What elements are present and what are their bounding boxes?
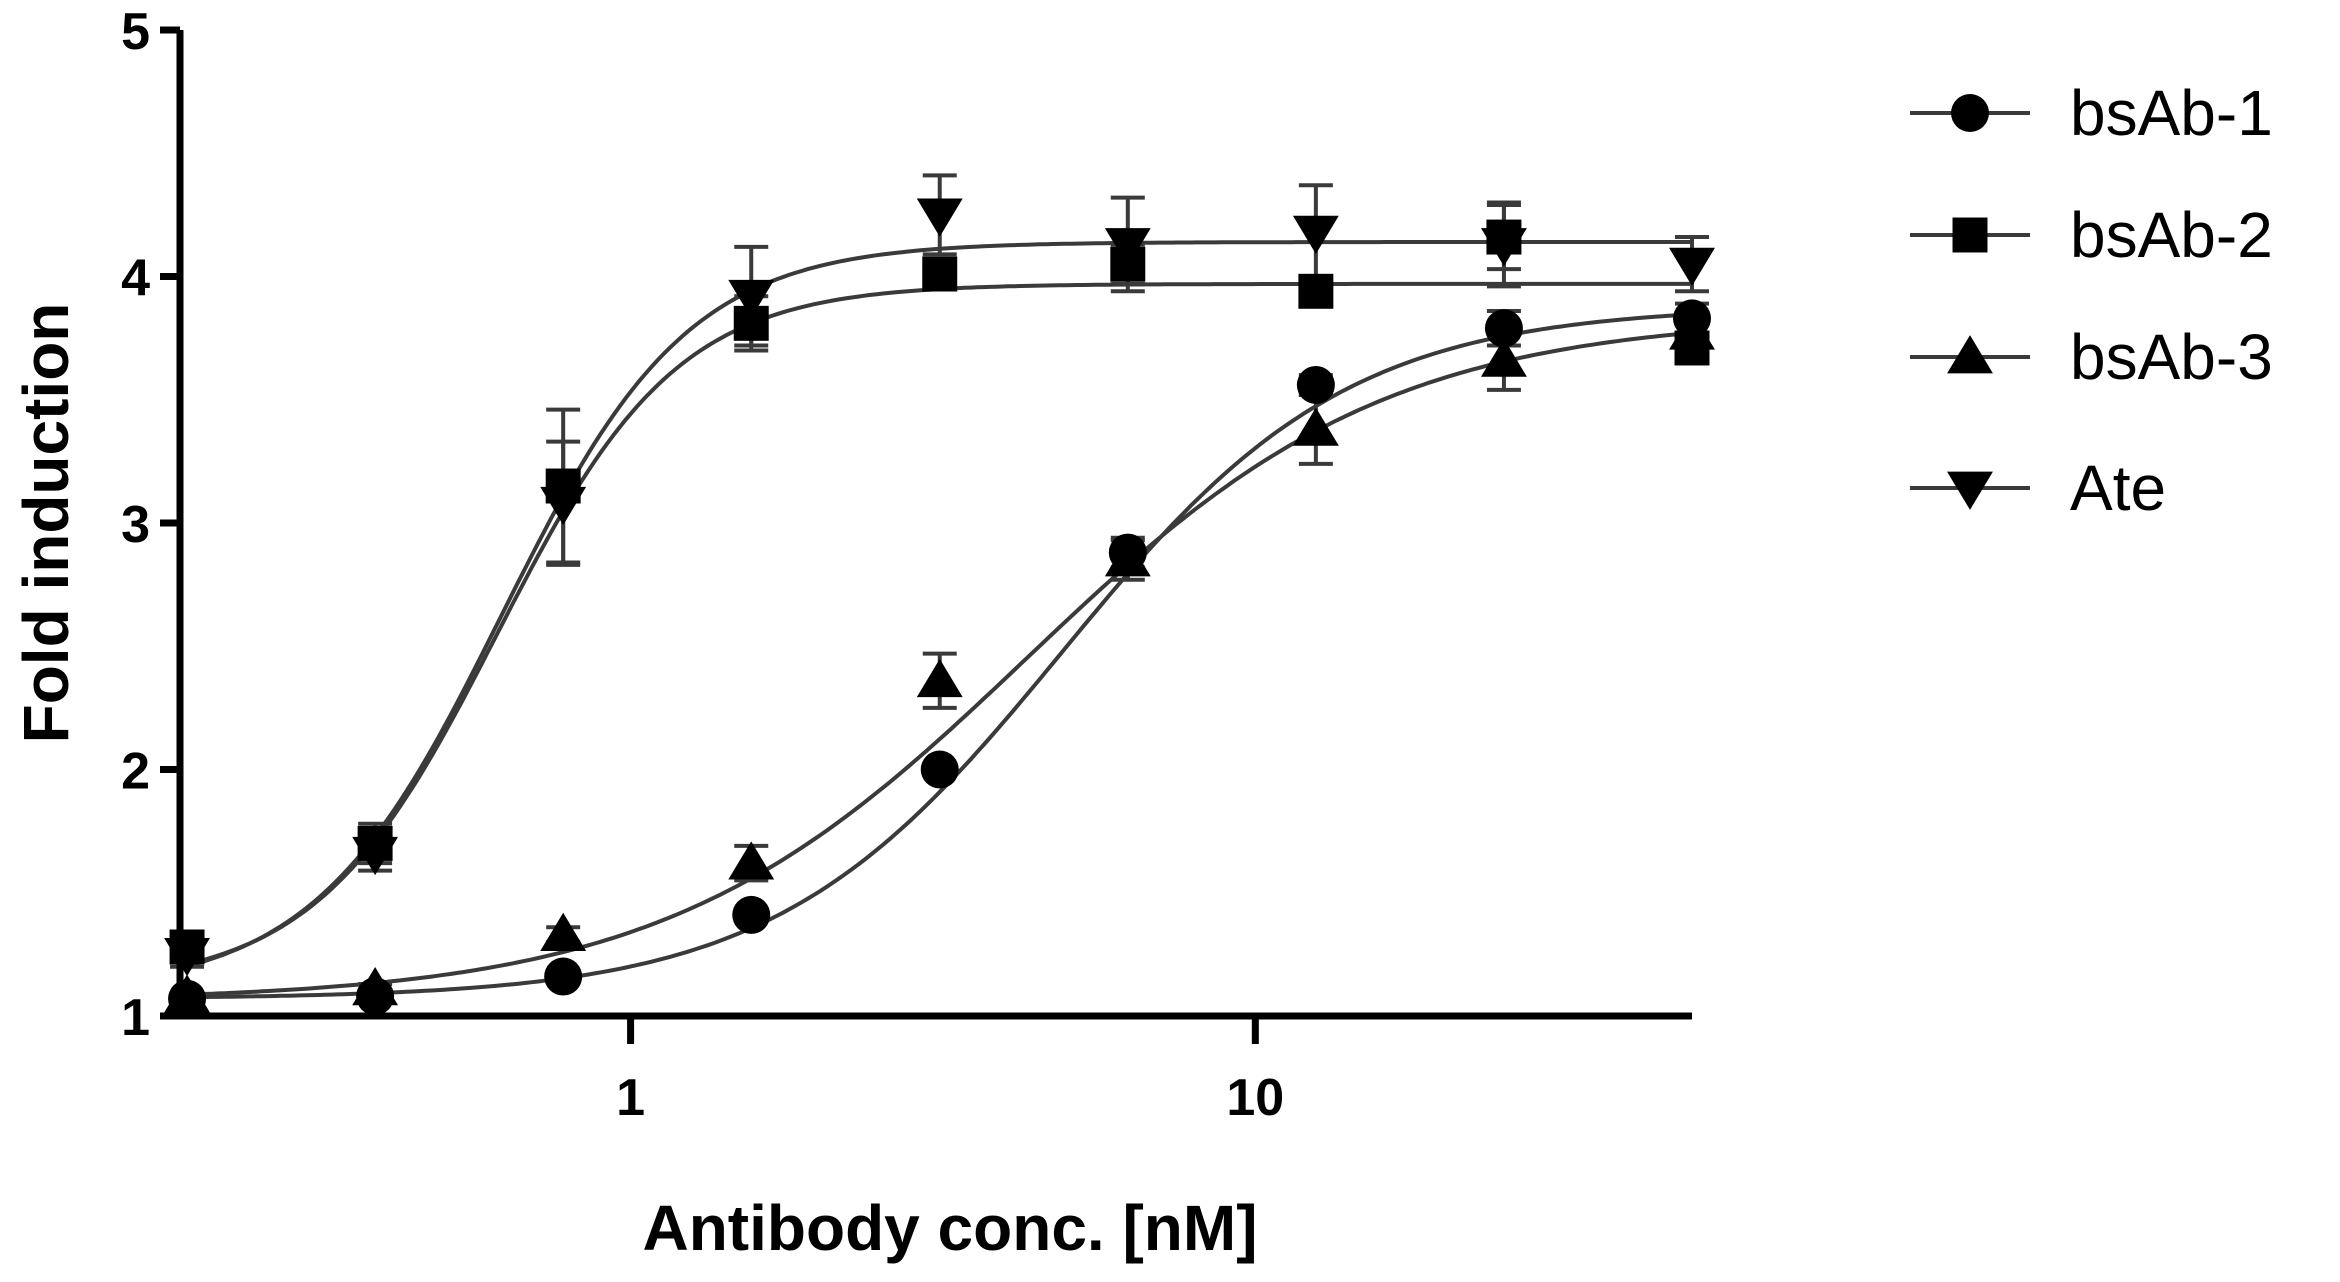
bsab-3-data-point <box>1104 538 1151 577</box>
axes <box>176 30 1692 1020</box>
data-points <box>164 198 1715 1018</box>
fit-curves <box>186 240 1693 1000</box>
legend-ate-label: Ate <box>2070 452 2166 524</box>
x-tick-label: 10 <box>1226 1069 1284 1127</box>
bsab-3-data-point <box>1480 338 1527 377</box>
ate-data-point <box>352 836 399 876</box>
bsab-3-data-point <box>352 967 399 1006</box>
x-axis-title: Antibody conc. [nM] <box>642 1192 1257 1264</box>
bsab-3-data-point <box>1292 407 1339 446</box>
ate-data-point <box>1669 247 1715 287</box>
ate-data-point <box>916 198 963 237</box>
y-axis-title: Fold induction <box>10 303 82 744</box>
ate-data-point <box>1480 228 1527 267</box>
x-axis-ticks: 1 10 <box>616 1016 1284 1127</box>
legend-bsab-2-marker <box>1952 217 1988 253</box>
bsab-2-data-point <box>922 256 958 292</box>
legend: bsAb-1 bsAb-2 bsAb-3 Ate <box>1910 77 2273 524</box>
ate-data-point <box>164 937 210 977</box>
y-tick-label: 5 <box>121 3 150 61</box>
legend-bsab-1-label: bsAb-1 <box>2070 77 2273 149</box>
ate-data-point <box>1292 215 1339 254</box>
bsab-3-data-point <box>728 841 775 880</box>
bsab-1-data-point <box>1296 365 1335 404</box>
bsab-3-data-point <box>1669 311 1715 350</box>
bsab-3-data-point <box>916 658 963 698</box>
legend-bsab-3-marker <box>1947 335 1993 374</box>
legend-bsab-3-label: bsAb-3 <box>2070 321 2273 393</box>
bsab-2-data-point <box>1298 273 1334 309</box>
legend-bsab-1-marker <box>1951 94 1989 132</box>
bsab-1-data-point <box>1484 309 1523 348</box>
bsab-1-data-point <box>544 957 583 996</box>
legend-bsab-2-label: bsAb-2 <box>2070 199 2273 271</box>
error-bars <box>170 173 1709 996</box>
bsab-1-data-point <box>920 750 959 789</box>
bsab-1-fit-curve <box>187 312 1693 1000</box>
bsab-3-fit-curve <box>186 330 1693 997</box>
bsab-1-data-point <box>732 895 771 934</box>
y-axis-ticks: 1 2 3 4 5 <box>121 3 180 1047</box>
y-tick-label: 1 <box>121 989 150 1047</box>
ate-data-point <box>1104 228 1151 267</box>
y-tick-label: 2 <box>121 743 150 801</box>
y-tick-label: 4 <box>121 250 150 308</box>
bsab-2-fit-curve <box>186 281 1692 967</box>
bsab-3-data-point <box>540 912 587 952</box>
ate-data-point <box>728 279 775 319</box>
y-tick-label: 3 <box>121 496 150 554</box>
x-tick-label: 1 <box>616 1069 645 1127</box>
ate-fit-curve <box>186 240 1692 969</box>
bsab-3-data-point <box>164 974 210 1013</box>
legend-ate-marker <box>1947 471 1993 510</box>
ate-data-point <box>540 486 587 526</box>
